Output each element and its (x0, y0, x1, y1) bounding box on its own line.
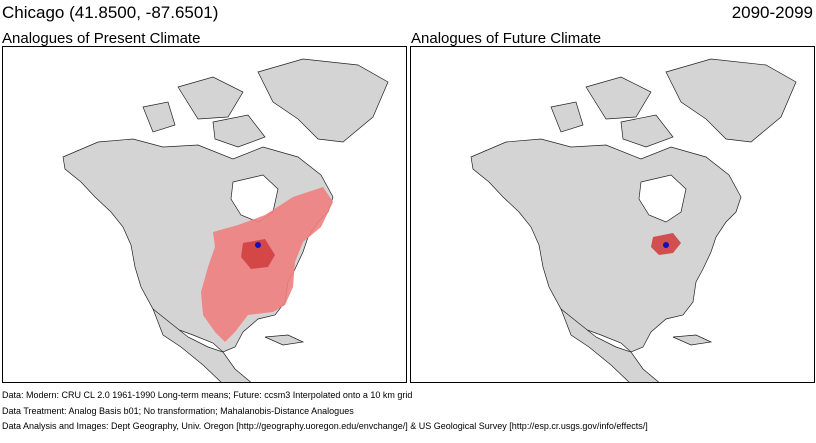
mexico (560, 307, 660, 382)
present-climate-map (2, 46, 407, 383)
greenland (257, 58, 389, 143)
north-america-landmass (470, 138, 742, 353)
site-marker (255, 242, 261, 248)
footer-data-treatment: Data Treatment: Analog Basis b01; No tra… (2, 406, 354, 416)
period-label: 2090-2099 (731, 3, 813, 22)
greenland (665, 58, 797, 143)
present-map-title: Analogues of Present Climate (2, 30, 201, 47)
mexico (152, 307, 252, 382)
page-title: Chicago (41.8500, -87.6501) (2, 3, 219, 22)
future-climate-map (410, 46, 815, 383)
footer-data-source: Data: Modern: CRU CL 2.0 1961-1990 Long-… (2, 390, 413, 400)
footer-credits: Data Analysis and Images: Dept Geography… (2, 421, 648, 431)
future-map-title: Analogues of Future Climate (411, 30, 602, 47)
site-marker (663, 242, 669, 248)
